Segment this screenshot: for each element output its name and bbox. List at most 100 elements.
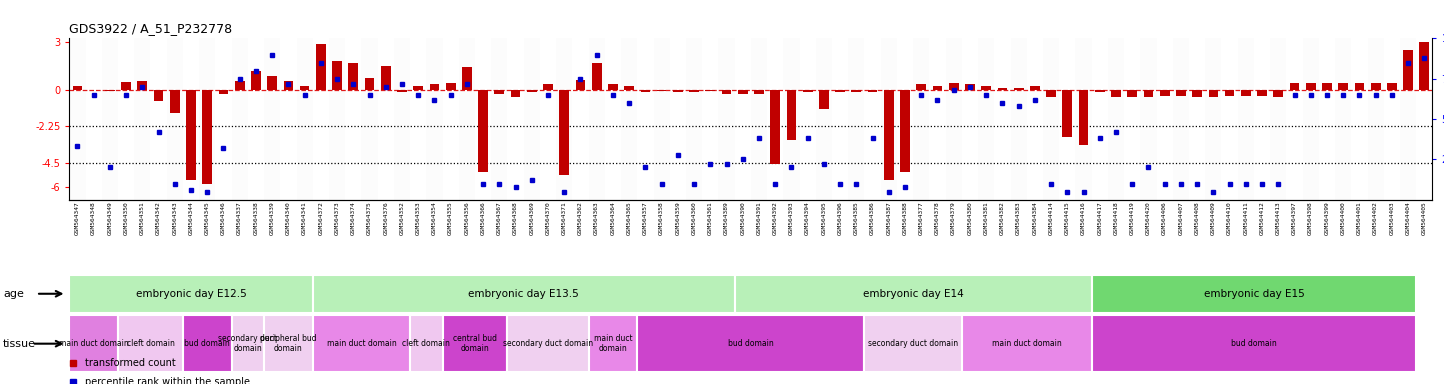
Text: GSM564385: GSM564385 xyxy=(853,201,859,235)
Text: GSM564381: GSM564381 xyxy=(983,201,989,235)
Text: GSM564403: GSM564403 xyxy=(1389,201,1395,235)
Text: embryonic day E13.5: embryonic day E13.5 xyxy=(468,289,579,299)
Bar xyxy=(1188,38,1206,200)
Bar xyxy=(1047,90,1056,97)
Text: GSM564359: GSM564359 xyxy=(676,201,680,235)
Text: GSM564358: GSM564358 xyxy=(658,201,664,235)
Bar xyxy=(166,38,183,200)
Text: GSM564410: GSM564410 xyxy=(1227,201,1232,235)
Bar xyxy=(1238,38,1253,200)
Bar xyxy=(572,38,589,200)
Bar xyxy=(231,315,264,372)
Bar xyxy=(1128,90,1136,97)
Bar xyxy=(186,90,196,180)
Bar xyxy=(1367,38,1383,200)
Text: secondary duct
domain: secondary duct domain xyxy=(218,334,277,353)
Bar xyxy=(657,90,667,91)
Text: GSM564348: GSM564348 xyxy=(91,201,97,235)
Bar xyxy=(917,84,926,90)
Bar xyxy=(1160,90,1170,96)
Bar xyxy=(995,38,1011,200)
Text: GSM564354: GSM564354 xyxy=(432,201,438,235)
Bar xyxy=(1092,275,1417,313)
Bar xyxy=(313,38,329,200)
Bar xyxy=(462,67,472,90)
Text: GSM564374: GSM564374 xyxy=(351,201,355,235)
Text: GSM564390: GSM564390 xyxy=(741,201,745,235)
Bar xyxy=(735,275,1092,313)
Bar xyxy=(442,315,507,372)
Bar xyxy=(637,315,865,372)
Text: GSM564360: GSM564360 xyxy=(692,201,696,235)
Text: age: age xyxy=(3,289,23,299)
Bar xyxy=(540,38,556,200)
Bar xyxy=(800,38,816,200)
Text: GSM564404: GSM564404 xyxy=(1405,201,1411,235)
Bar xyxy=(900,90,910,172)
Bar xyxy=(1175,90,1186,96)
Bar xyxy=(248,38,264,200)
Bar xyxy=(1030,86,1040,90)
Bar xyxy=(1417,38,1432,200)
Bar xyxy=(686,38,702,200)
Bar xyxy=(589,315,637,372)
Bar xyxy=(719,38,735,200)
Bar xyxy=(576,79,585,90)
Text: GSM564394: GSM564394 xyxy=(806,201,810,235)
Text: GSM564337: GSM564337 xyxy=(237,201,243,235)
Bar xyxy=(1289,83,1300,90)
Text: GSM564417: GSM564417 xyxy=(1097,201,1102,235)
Bar xyxy=(218,90,228,94)
Text: GSM564362: GSM564362 xyxy=(578,201,583,235)
Text: GSM564379: GSM564379 xyxy=(952,201,956,235)
Bar xyxy=(251,71,261,90)
Bar xyxy=(313,275,735,313)
Bar xyxy=(1302,38,1318,200)
Text: peripheral bud
domain: peripheral bud domain xyxy=(260,334,316,353)
Text: cleft domain: cleft domain xyxy=(403,339,451,348)
Text: GSM564365: GSM564365 xyxy=(627,201,631,235)
Bar xyxy=(1354,83,1365,90)
Text: GSM564355: GSM564355 xyxy=(448,201,453,235)
Text: GSM564338: GSM564338 xyxy=(254,201,258,235)
Bar xyxy=(231,38,248,200)
Bar xyxy=(1110,90,1121,97)
Bar xyxy=(735,38,751,200)
Bar xyxy=(267,76,277,90)
Bar xyxy=(361,38,378,200)
Bar xyxy=(381,66,391,90)
Bar xyxy=(264,38,280,200)
Text: main duct
domain: main duct domain xyxy=(593,334,632,353)
Bar xyxy=(1141,38,1157,200)
Bar xyxy=(72,86,82,90)
Bar xyxy=(283,81,293,90)
Bar xyxy=(1339,83,1349,90)
Bar xyxy=(751,38,767,200)
Bar xyxy=(378,38,394,200)
Text: GSM564405: GSM564405 xyxy=(1422,201,1427,235)
Text: GSM564413: GSM564413 xyxy=(1276,201,1281,235)
Text: main duct domain: main duct domain xyxy=(326,339,396,348)
Bar xyxy=(316,44,326,90)
Bar xyxy=(527,90,537,92)
Text: GSM564415: GSM564415 xyxy=(1064,201,1070,235)
Bar xyxy=(134,38,150,200)
Bar xyxy=(264,315,313,372)
Text: main duct domain: main duct domain xyxy=(59,339,129,348)
Bar xyxy=(803,90,813,93)
Text: secondary duct domain: secondary duct domain xyxy=(503,339,593,348)
Bar xyxy=(559,90,569,175)
Text: GSM564343: GSM564343 xyxy=(172,201,178,235)
Bar xyxy=(345,38,361,200)
Bar xyxy=(121,82,131,90)
Text: GSM564363: GSM564363 xyxy=(595,201,599,235)
Bar xyxy=(1222,38,1238,200)
Text: GSM564388: GSM564388 xyxy=(902,201,907,235)
Bar xyxy=(819,90,829,109)
Bar xyxy=(930,38,946,200)
Bar xyxy=(524,38,540,200)
Bar xyxy=(1043,38,1060,200)
Bar xyxy=(913,38,930,200)
Bar xyxy=(296,38,313,200)
Text: GSM564364: GSM564364 xyxy=(611,201,615,235)
